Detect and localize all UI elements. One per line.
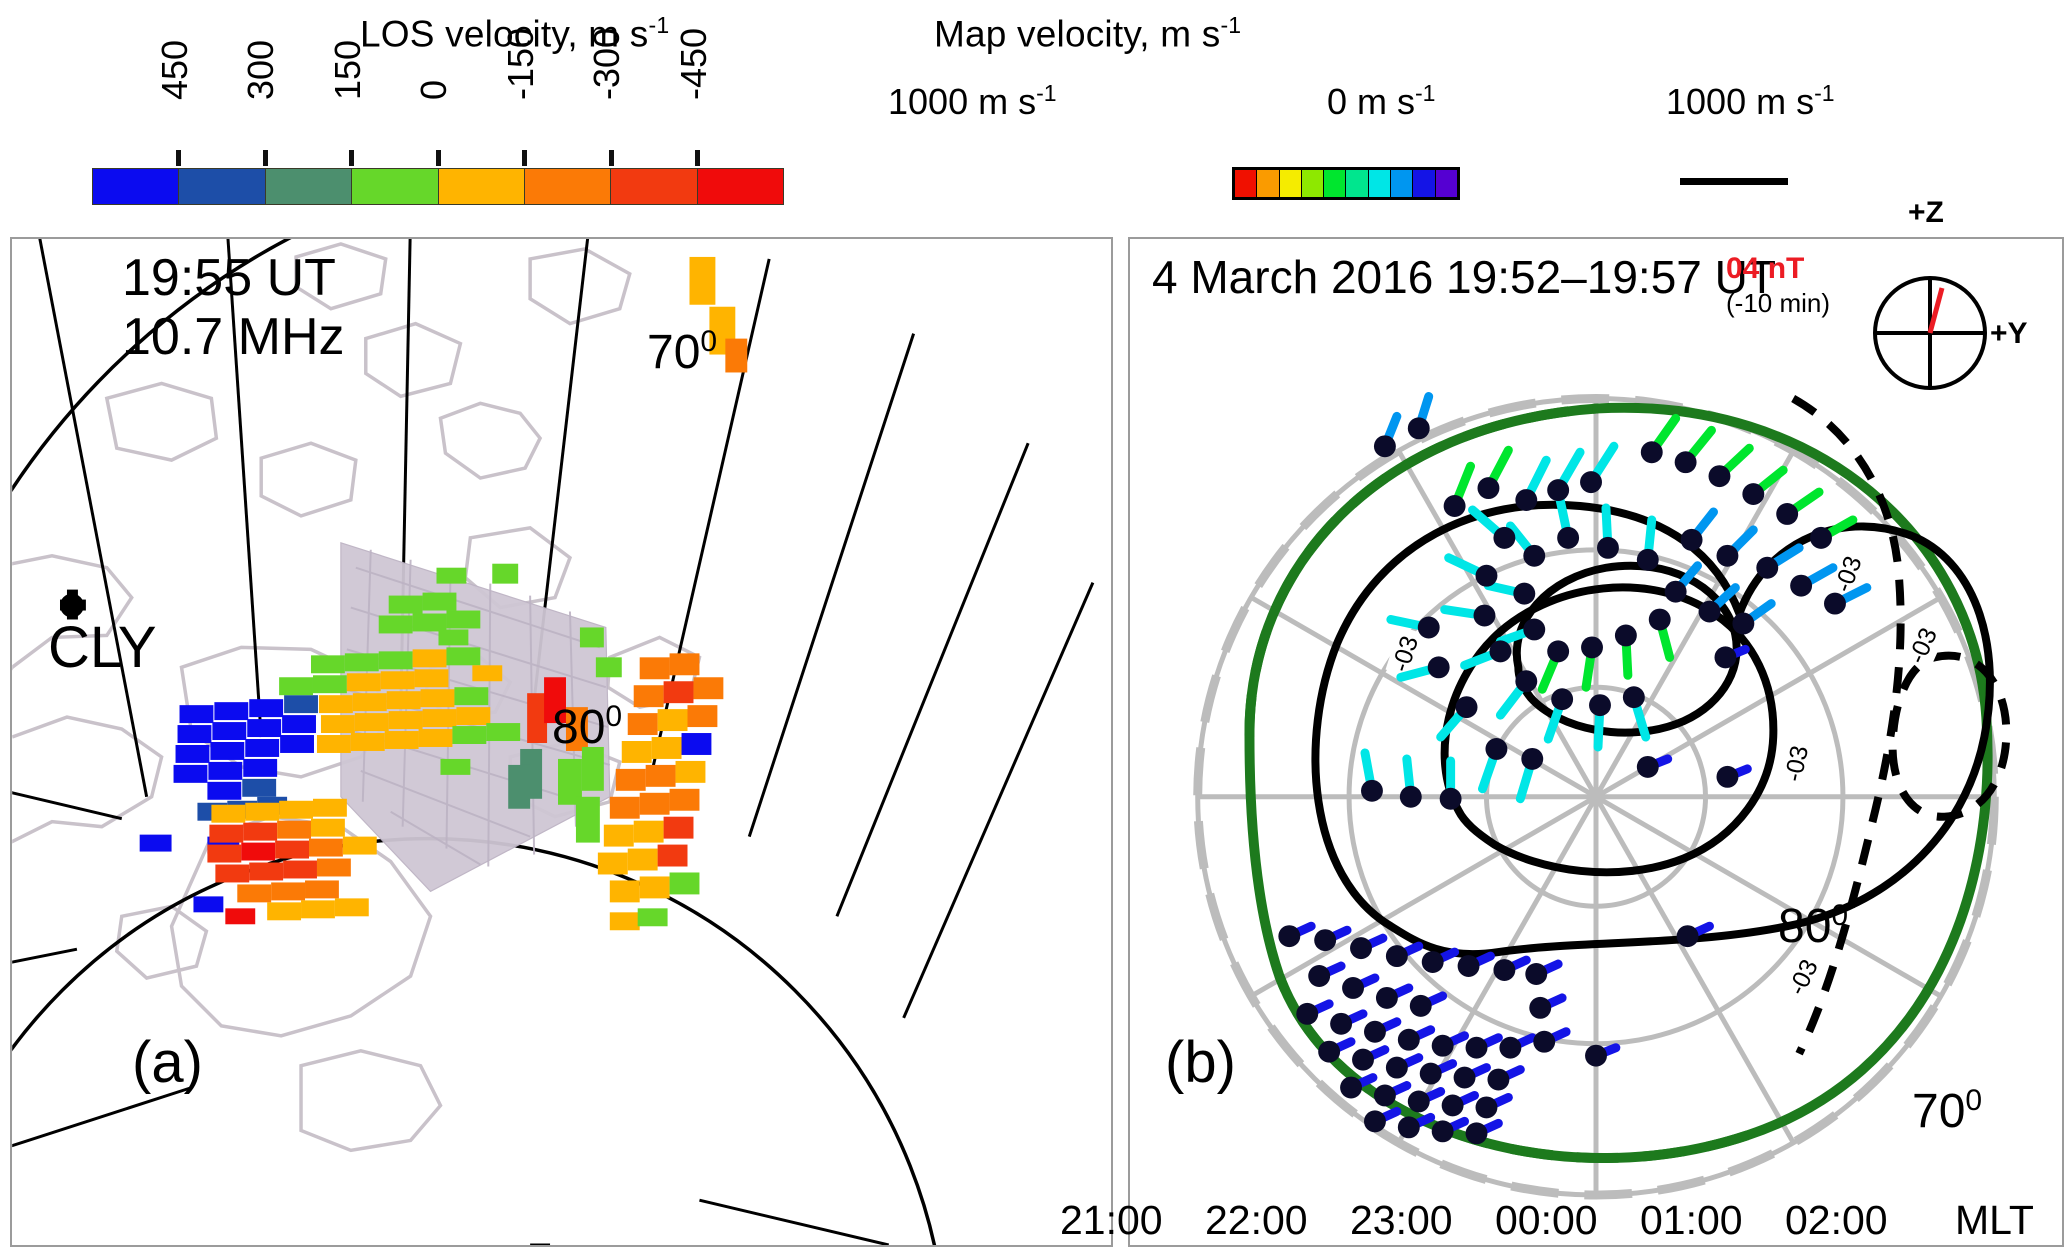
map-colorbar-swatch-2 (1279, 170, 1302, 197)
map-colorbar-swatch-4 (1324, 170, 1347, 197)
hmb-dashed-segment-2 (1274, 974, 1749, 1163)
los-colorbar-title-exponent: -1 (648, 12, 670, 38)
panel-b-plot: -03 -03 -03 -03 -03 (1193, 392, 2011, 1200)
mlt-tick-label-2: 23:00 (1350, 1197, 1453, 1243)
map-colorbar-swatch-9 (1435, 170, 1457, 197)
panel-a-time-label: 19:55 UT (122, 249, 336, 307)
panel-a-time-freq: 19:55 UT 10.7 MHz (122, 249, 345, 368)
map-colorbar-right-label: 0 m s-1 (1327, 80, 1436, 122)
map-colorbar-title: Map velocity, m s-1 (934, 12, 1242, 55)
velocity-scale-bar (1680, 178, 1788, 185)
mlt-tick-label-0: 21:00 (1060, 1197, 1163, 1243)
vector-origin-dots (1278, 417, 1846, 1145)
los-colorbar-swatch-5 (523, 169, 611, 204)
panel-a-lat-70-label: 700 (647, 325, 718, 379)
panel-b-letter: (b) (1165, 1030, 1236, 1095)
los-colorbar-tick-label-2: 150 (326, 39, 368, 100)
los-colorbar-tick-label-0: 450 (153, 39, 195, 100)
mlt-tick-label-1: 22:00 (1205, 1197, 1308, 1243)
map-colorbar-swatch-5 (1346, 170, 1369, 197)
mlt-tick-label-5: 02:00 (1785, 1197, 1888, 1243)
map-velocity-colorbar (1232, 167, 1460, 200)
imf-clock-svg (1873, 276, 1987, 390)
hmb-dashed-segment (1244, 403, 1599, 738)
panel-a-plot (12, 239, 1095, 1245)
mlt-axis-unit-label: MLT (1955, 1197, 2034, 1243)
panel-a-freq-label: 10.7 MHz (122, 308, 345, 367)
imf-delay-label: (-10 min) (1726, 288, 1831, 318)
radar-site-marker-cly (59, 589, 86, 620)
potential-contours-positive (1791, 395, 2011, 1056)
los-colorbar-tick-5 (608, 150, 614, 166)
mlt-grid (1195, 395, 1997, 1198)
los-colorbar-tick-label-4: -150 (499, 27, 541, 100)
map-colorbar-swatch-8 (1413, 170, 1436, 197)
panel-a-letter: (a) (132, 1030, 203, 1095)
los-colorbar-tick-4 (522, 150, 527, 166)
map-colorbar-title-exponent: -1 (1220, 12, 1242, 38)
panel-a-los-velocity: 19:55 UT 10.7 MHz CLY 700 800 (a) (10, 237, 1113, 1247)
mlt-axis: 21:00 22:00 23:00 00:00 01:00 02:00 (1060, 1197, 2060, 1249)
los-colorbar-swatch-1 (178, 169, 265, 204)
los-colorbar-tick-6 (695, 150, 700, 166)
panel-b-title: 4 March 2016 19:52–19:57 UT (1152, 251, 1776, 303)
imf-clock-dial (1850, 250, 2040, 400)
map-colorbar-swatch-3 (1301, 170, 1325, 197)
los-colorbar-tick-3 (435, 150, 441, 166)
los-colorbar-title: LOS velocity, m s-1 (360, 12, 670, 55)
los-velocity-cells (139, 256, 748, 931)
los-colorbar-swatch-4 (437, 169, 524, 204)
map-colorbar-left-label: 1000 m s-1 (888, 80, 1057, 122)
map-colorbar-swatch-0 (1235, 170, 1258, 197)
imf-axis-z-label: +Z (1908, 196, 1944, 229)
los-colorbar-swatch-7 (696, 169, 783, 204)
outer-grid-ring (1193, 393, 1999, 1200)
panel-a-radar-label: CLY (48, 615, 157, 680)
mlt-tick-label-3: 00:00 (1495, 1197, 1598, 1243)
panel-b-convection-map: -03 -03 -03 -03 -03 (1128, 237, 2064, 1247)
panel-a-lat-80-label: 800 (552, 700, 623, 754)
los-colorbar-tick-label-5: -300 (586, 27, 627, 100)
los-colorbar-tick-label-3: 0 (413, 79, 454, 100)
imf-magnitude-label: 04 nT (1726, 252, 1805, 285)
los-colorbar-swatch-3 (351, 169, 438, 204)
velocity-scale-label: 1000 m s-1 (1666, 80, 1835, 122)
map-colorbar-swatch-7 (1391, 170, 1414, 197)
map-colorbar-swatch-1 (1257, 170, 1280, 197)
los-colorbar-swatch-2 (264, 169, 352, 204)
los-colorbar-swatch-0 (93, 169, 179, 204)
los-colorbar-tick-label-6: -450 (672, 27, 714, 100)
panel-b-lat-80-label: 800 (1778, 899, 1849, 953)
los-colorbar-tick-label-1: 300 (240, 39, 281, 100)
map-colorbar-swatch-6 (1368, 170, 1392, 197)
los-colorbar-tick-0 (176, 150, 181, 166)
panel-b-lat-70-label: 700 (1912, 1084, 1983, 1138)
imf-axis-y-label: +Y (1990, 317, 2028, 350)
los-colorbar-tick-1 (262, 150, 268, 166)
los-colorbar-swatch-6 (610, 169, 697, 204)
potential-contours-negative (1311, 500, 1994, 959)
los-colorbar-tick-2 (349, 150, 354, 166)
los-velocity-colorbar (92, 168, 784, 205)
mlt-tick-label-4: 01:00 (1640, 1197, 1743, 1243)
